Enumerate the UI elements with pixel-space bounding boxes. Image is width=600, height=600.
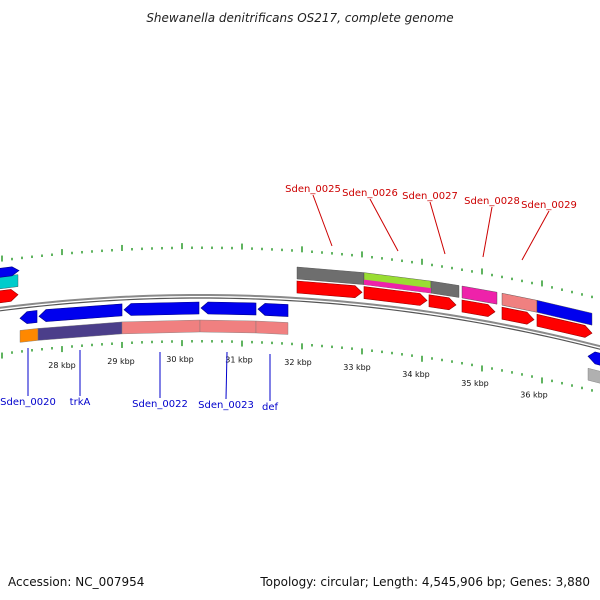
cds-reverse-arrow bbox=[19, 310, 38, 324]
scale-ticks bbox=[1, 243, 593, 392]
gene-label-forward: Sden_0027 bbox=[402, 191, 458, 202]
category-block bbox=[37, 321, 123, 341]
scale-label: 35 kbp bbox=[461, 379, 489, 388]
cds-forward-arrow bbox=[0, 289, 19, 304]
accession-text: Accession: NC_007954 bbox=[8, 575, 144, 589]
topology-text: Topology: circular; Length: 4,545,906 bp… bbox=[259, 575, 590, 589]
cds-forward-arrow bbox=[501, 306, 535, 325]
gene-label-reverse: trkA bbox=[70, 397, 91, 408]
category-block bbox=[587, 367, 600, 384]
scale-label: 36 kbp bbox=[520, 391, 548, 400]
scale-label: 31 kbp bbox=[225, 356, 253, 365]
cds-reverse-arrow bbox=[0, 266, 20, 278]
gene-label-forward: Sden_0026 bbox=[342, 188, 398, 199]
label-leader-line bbox=[312, 194, 333, 247]
gene-label-forward: Sden_0028 bbox=[464, 196, 520, 207]
label-leader-line bbox=[225, 351, 228, 400]
gene-label-forward: Sden_0029 bbox=[521, 200, 577, 211]
scale-label: 28 kbp bbox=[48, 361, 76, 370]
cds-forward-arrow bbox=[461, 299, 496, 317]
backbone-line-inner bbox=[0, 297, 600, 350]
category-block bbox=[255, 320, 289, 335]
label-leader-line bbox=[521, 210, 550, 261]
category-block bbox=[430, 280, 460, 298]
category-block bbox=[19, 328, 39, 343]
backbone-line-outer bbox=[0, 293, 600, 348]
gene-label-reverse: Sden_0022 bbox=[132, 399, 188, 410]
feature-track bbox=[0, 266, 600, 366]
cds-reverse-arrow bbox=[123, 301, 200, 316]
category-block bbox=[364, 279, 431, 294]
label-leader-line bbox=[369, 198, 399, 252]
label-leader-line bbox=[482, 206, 493, 258]
backbone bbox=[0, 293, 600, 350]
cds-forward-arrow bbox=[363, 286, 428, 306]
category-block bbox=[536, 300, 593, 326]
map-title: Shewanella denitrificans OS217, complete… bbox=[146, 11, 453, 25]
label-leader-line bbox=[429, 201, 446, 255]
category-block bbox=[199, 319, 257, 334]
scale-label: 29 kbp bbox=[107, 357, 135, 366]
cds-reverse-arrow bbox=[587, 351, 600, 366]
gene-labels: Sden_0025 Sden_0026 Sden_0027 Sden_0028 Sden… bbox=[0, 184, 577, 413]
gene-label-reverse: def bbox=[262, 402, 279, 413]
cds-forward-arrow bbox=[428, 294, 457, 311]
cds-reverse-arrow bbox=[257, 303, 289, 317]
cds-forward-arrow bbox=[296, 280, 363, 299]
cds-forward-arrow bbox=[536, 313, 593, 338]
scale-label: 32 kbp bbox=[284, 358, 312, 367]
category-block bbox=[121, 319, 201, 335]
cds-reverse-arrow bbox=[38, 303, 123, 322]
gene-label-forward: Sden_0025 bbox=[285, 184, 341, 195]
scale-label: 30 kbp bbox=[166, 355, 194, 364]
category-block bbox=[461, 285, 498, 305]
scale-label: 33 kbp bbox=[343, 363, 371, 372]
scale-label: 34 kbp bbox=[402, 370, 430, 379]
cds-reverse-arrow bbox=[200, 301, 257, 316]
category-track bbox=[0, 266, 600, 384]
gene-label-reverse: Sden_0020 bbox=[0, 397, 56, 408]
scale-labels: 28 kbp 29 kbp 30 kbp 31 kbp 32 kbp 33 kbp 34 k… bbox=[48, 355, 548, 400]
gene-label-reverse: Sden_0023 bbox=[198, 400, 254, 411]
